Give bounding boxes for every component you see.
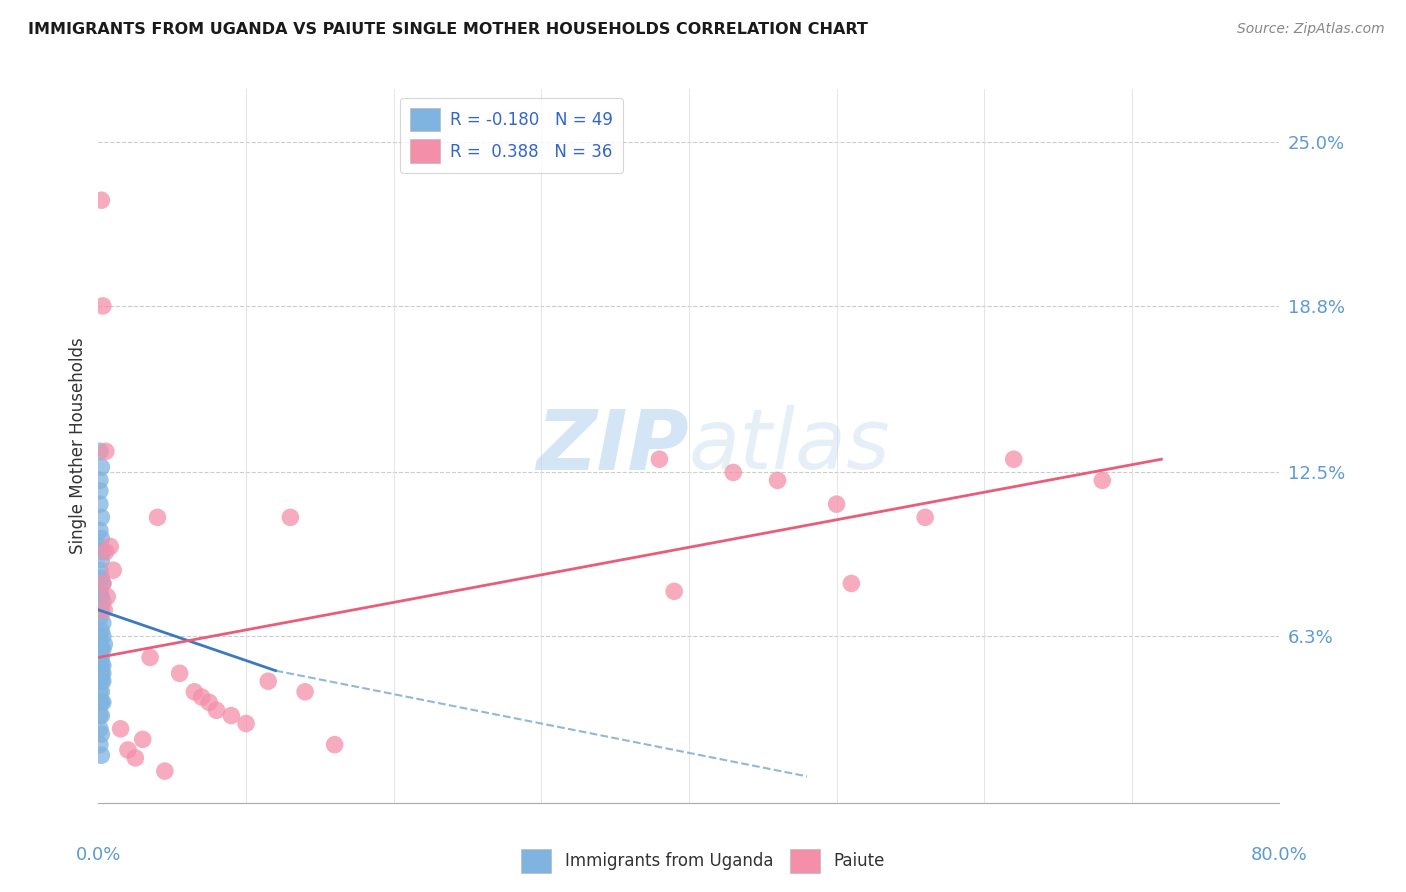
Point <box>89 563 111 577</box>
Text: atlas: atlas <box>689 406 890 486</box>
Point <box>91 629 114 643</box>
Point <box>914 510 936 524</box>
Point <box>91 576 114 591</box>
Point <box>91 576 114 591</box>
Point <box>89 674 111 689</box>
Point <box>89 611 111 625</box>
Text: IMMIGRANTS FROM UGANDA VS PAIUTE SINGLE MOTHER HOUSEHOLDS CORRELATION CHART: IMMIGRANTS FROM UGANDA VS PAIUTE SINGLE … <box>28 22 868 37</box>
Point <box>89 658 111 673</box>
Point <box>96 590 118 604</box>
Text: 80.0%: 80.0% <box>1251 846 1308 863</box>
Point <box>169 666 191 681</box>
Point <box>205 703 228 717</box>
Point <box>219 708 242 723</box>
Point <box>93 603 115 617</box>
Point <box>91 674 114 689</box>
Point <box>89 483 111 498</box>
Point <box>91 642 114 657</box>
Point <box>90 532 112 546</box>
Point <box>89 685 111 699</box>
Point <box>90 666 112 681</box>
Point <box>90 727 112 741</box>
Point <box>90 650 112 665</box>
Point <box>132 732 155 747</box>
Point <box>294 685 316 699</box>
Point <box>257 674 280 689</box>
Point <box>90 674 112 689</box>
Point <box>89 584 111 599</box>
Point <box>323 738 346 752</box>
Point <box>90 658 112 673</box>
Point <box>91 695 114 709</box>
Point <box>103 563 125 577</box>
Point <box>191 690 214 704</box>
Point <box>91 299 114 313</box>
Point <box>89 642 111 657</box>
Point <box>90 603 112 617</box>
Point <box>90 460 112 475</box>
Point <box>89 738 111 752</box>
Point <box>91 658 114 673</box>
Point <box>89 524 111 538</box>
Point <box>89 540 111 554</box>
Point <box>766 474 789 488</box>
Point <box>89 722 111 736</box>
Point <box>198 695 221 709</box>
Point <box>90 708 112 723</box>
Point <box>110 722 132 736</box>
Point <box>89 666 111 681</box>
Point <box>89 708 111 723</box>
Point <box>98 540 121 554</box>
Point <box>89 650 111 665</box>
Y-axis label: Single Mother Households: Single Mother Households <box>69 338 87 554</box>
Point <box>89 497 111 511</box>
Point <box>721 466 744 480</box>
Legend: Immigrants from Uganda, Paiute: Immigrants from Uganda, Paiute <box>515 842 891 880</box>
Legend: R = -0.180   N = 49, R =  0.388   N = 36: R = -0.180 N = 49, R = 0.388 N = 36 <box>401 97 623 173</box>
Point <box>235 716 257 731</box>
Point <box>93 637 115 651</box>
Point <box>94 545 117 559</box>
Point <box>90 552 112 566</box>
Point <box>1002 452 1025 467</box>
Point <box>89 444 111 458</box>
Point <box>139 650 162 665</box>
Point <box>91 616 114 631</box>
Point <box>91 595 114 609</box>
Point <box>90 748 112 763</box>
Point <box>664 584 686 599</box>
Point <box>146 510 169 524</box>
Point <box>117 743 139 757</box>
Point <box>91 666 114 681</box>
Text: ZIP: ZIP <box>536 406 689 486</box>
Point <box>90 590 112 604</box>
Point <box>90 571 112 585</box>
Point <box>839 576 862 591</box>
Point <box>124 751 146 765</box>
Point <box>89 474 111 488</box>
Point <box>94 444 117 458</box>
Point <box>90 685 112 699</box>
Point <box>183 685 205 699</box>
Point <box>91 545 114 559</box>
Point <box>1091 474 1114 488</box>
Point <box>89 695 111 709</box>
Point <box>90 193 112 207</box>
Point <box>278 510 302 524</box>
Point <box>648 452 671 467</box>
Point <box>90 642 112 657</box>
Point <box>153 764 176 778</box>
Text: 0.0%: 0.0% <box>76 846 121 863</box>
Point <box>90 695 112 709</box>
Text: Source: ZipAtlas.com: Source: ZipAtlas.com <box>1237 22 1385 37</box>
Point <box>90 510 112 524</box>
Point <box>89 629 111 643</box>
Point <box>825 497 848 511</box>
Point <box>90 624 112 638</box>
